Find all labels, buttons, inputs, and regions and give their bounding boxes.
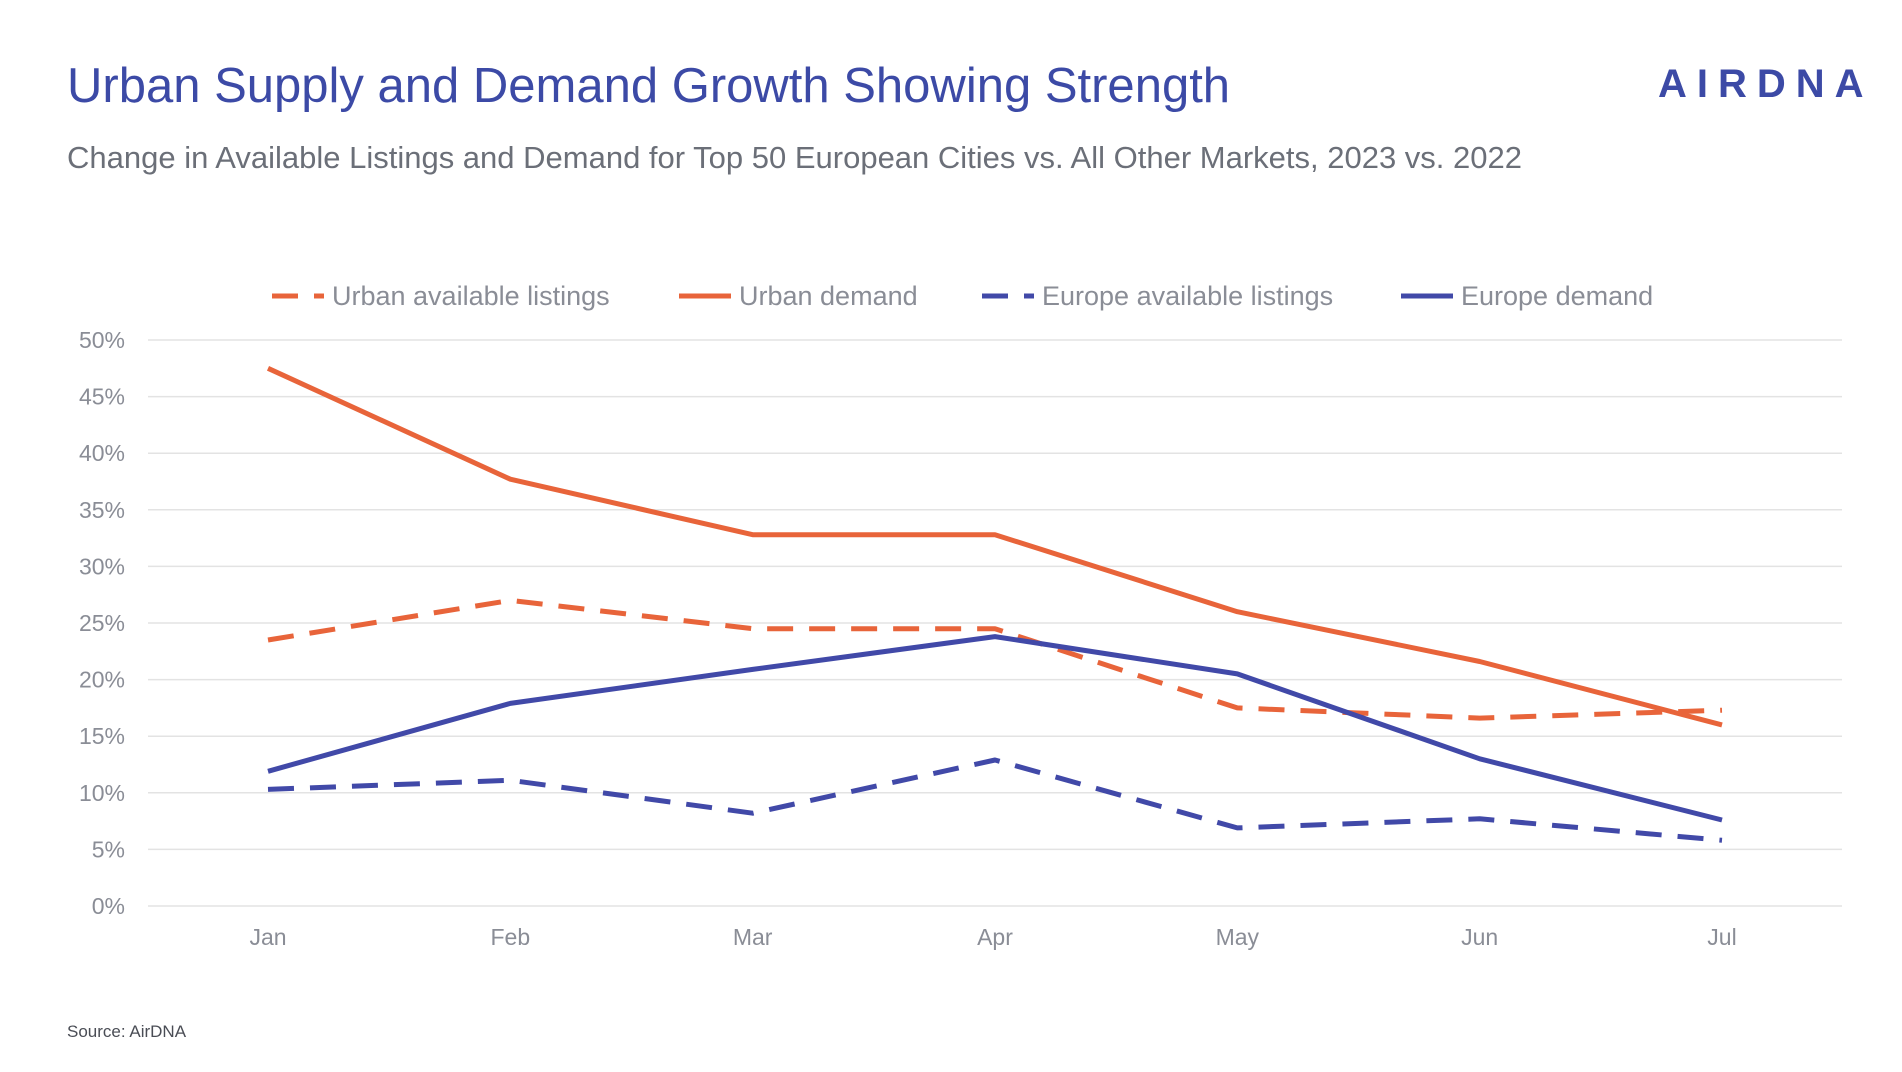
y-tick-label: 40% xyxy=(79,440,125,466)
y-tick-label: 0% xyxy=(92,893,125,919)
chart-title: Urban Supply and Demand Growth Showing S… xyxy=(67,59,1231,113)
series-lines xyxy=(266,366,1723,843)
y-tick-label: 50% xyxy=(79,327,125,353)
x-tick-label: Apr xyxy=(977,924,1013,950)
legend-label: Urban demand xyxy=(739,281,918,311)
x-tick-label: Mar xyxy=(733,924,773,950)
source-note: Source: AirDNA xyxy=(67,1022,187,1041)
x-tick-label: Feb xyxy=(491,924,531,950)
y-tick-label: 30% xyxy=(79,553,125,579)
chart-subtitle: Change in Available Listings and Demand … xyxy=(67,140,1522,175)
x-tick-label: May xyxy=(1216,924,1260,950)
series-line xyxy=(267,634,1723,823)
y-tick-label: 25% xyxy=(79,610,125,636)
x-axis-ticks: Jan Feb Mar Apr May Jun Jul xyxy=(249,924,1736,950)
legend-label: Europe demand xyxy=(1461,281,1653,311)
series-line xyxy=(267,597,1723,721)
legend: Urban available listings Urban demand Euro… xyxy=(272,281,1653,311)
y-tick-label: 10% xyxy=(79,780,125,806)
y-tick-label: 35% xyxy=(79,497,125,523)
y-tick-label: 15% xyxy=(79,723,125,749)
airdna-logo: AIRDNA xyxy=(1658,62,1874,106)
y-tick-label: 20% xyxy=(79,667,125,693)
gridlines xyxy=(148,339,1842,907)
y-tick-label: 45% xyxy=(79,384,125,410)
legend-label: Europe available listings xyxy=(1042,281,1333,311)
series-line xyxy=(267,757,1723,843)
x-tick-label: Jul xyxy=(1707,924,1736,950)
y-axis-ticks: 0% 5% 10% 15% 20% 25% 30% 35% 40% 45% 50% xyxy=(79,327,125,919)
legend-label: Urban available listings xyxy=(332,281,610,311)
x-tick-label: Jun xyxy=(1461,924,1498,950)
y-tick-label: 5% xyxy=(92,836,125,862)
x-tick-label: Jan xyxy=(249,924,286,950)
series-line xyxy=(266,366,1723,728)
